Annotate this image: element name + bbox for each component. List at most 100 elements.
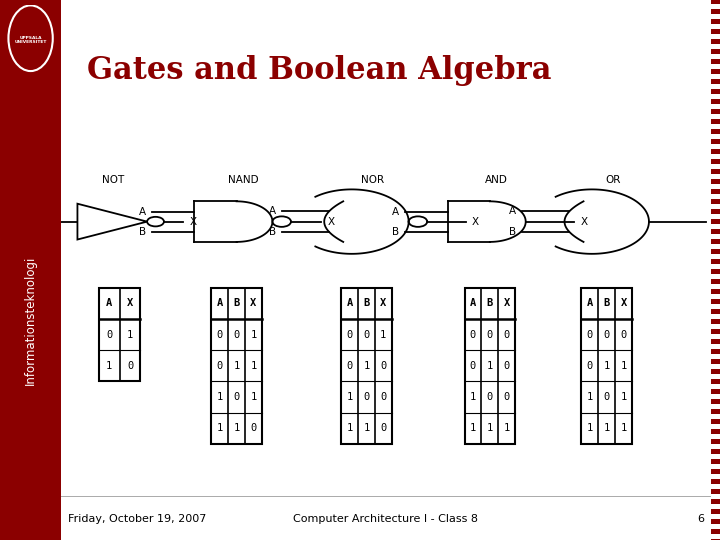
Text: 1: 1 (587, 423, 593, 433)
Text: 1: 1 (621, 423, 626, 433)
Text: 0: 0 (127, 361, 133, 371)
Bar (711, 325, 719, 329)
Text: 0: 0 (587, 329, 593, 340)
Bar (711, 114, 719, 119)
Text: B: B (509, 227, 516, 237)
Bar (711, 15, 719, 19)
Text: 1: 1 (364, 423, 369, 433)
Text: 0: 0 (217, 361, 222, 371)
Text: 0: 0 (364, 392, 369, 402)
Text: 0: 0 (380, 392, 387, 402)
Bar (711, 364, 719, 369)
Bar (711, 535, 719, 539)
Text: 0: 0 (233, 329, 240, 340)
Bar (711, 35, 719, 39)
Bar (711, 225, 719, 229)
Bar (711, 314, 719, 319)
Text: 1: 1 (380, 329, 387, 340)
Bar (711, 354, 719, 359)
Text: A: A (269, 206, 276, 217)
Bar (711, 154, 719, 159)
Bar (711, 254, 719, 259)
Text: A: A (346, 298, 353, 308)
Bar (711, 274, 719, 279)
Text: 1: 1 (603, 423, 610, 433)
Text: X: X (621, 298, 626, 308)
Bar (711, 384, 719, 389)
Text: 1: 1 (470, 392, 476, 402)
Bar (711, 94, 719, 99)
Bar (711, 495, 719, 499)
Text: 1: 1 (587, 392, 593, 402)
Text: X: X (580, 217, 588, 227)
Text: 1: 1 (503, 423, 510, 433)
Text: UPPSALA
UNIVERSITET: UPPSALA UNIVERSITET (14, 36, 47, 44)
Text: Computer Architecture I - Class 8: Computer Architecture I - Class 8 (294, 515, 478, 524)
Text: 1: 1 (621, 361, 626, 371)
Bar (711, 404, 719, 409)
Text: 0: 0 (346, 361, 353, 371)
Bar (711, 345, 719, 349)
Text: 1: 1 (364, 361, 369, 371)
Text: 0: 0 (603, 392, 610, 402)
Text: 0: 0 (380, 361, 387, 371)
Bar (711, 44, 719, 49)
Text: B: B (392, 227, 399, 237)
Text: 1: 1 (217, 423, 222, 433)
Text: X: X (251, 298, 256, 308)
Bar (711, 104, 719, 109)
Text: 0: 0 (487, 329, 493, 340)
Text: 0: 0 (503, 361, 510, 371)
Text: Gates and Boolean Algebra: Gates and Boolean Algebra (87, 55, 552, 86)
Text: 1: 1 (233, 423, 240, 433)
Text: 0: 0 (217, 329, 222, 340)
Text: A: A (106, 298, 112, 308)
Bar (711, 374, 719, 379)
Bar (711, 194, 719, 199)
Bar (582, 288, 632, 444)
Text: 1: 1 (487, 361, 493, 371)
Text: A: A (587, 298, 593, 308)
Text: A: A (470, 298, 476, 308)
Bar (711, 124, 719, 129)
Bar (711, 234, 719, 239)
Bar (711, 415, 719, 419)
Bar (711, 285, 719, 289)
Bar (711, 174, 719, 179)
Bar (711, 185, 719, 189)
Text: X: X (712, 217, 719, 227)
Text: 0: 0 (346, 329, 353, 340)
Text: X: X (189, 217, 197, 227)
Bar (711, 84, 719, 89)
Bar (711, 464, 719, 469)
Text: 0: 0 (233, 392, 240, 402)
Bar (711, 64, 719, 69)
Text: 0: 0 (380, 423, 387, 433)
Bar (711, 444, 719, 449)
Bar (464, 288, 515, 444)
Text: OR: OR (606, 174, 621, 185)
Text: B: B (487, 298, 493, 308)
Bar (711, 394, 719, 399)
Bar (711, 294, 719, 299)
Text: NOR: NOR (361, 174, 384, 185)
Text: 1: 1 (470, 423, 476, 433)
Text: 1: 1 (251, 329, 256, 340)
Text: 1: 1 (251, 392, 256, 402)
Bar (711, 475, 719, 479)
Text: NAND: NAND (228, 174, 258, 185)
Bar (711, 245, 719, 249)
Bar (711, 134, 719, 139)
Bar (711, 435, 719, 439)
Text: 0: 0 (503, 329, 510, 340)
Text: B: B (139, 227, 145, 237)
Text: 0: 0 (621, 329, 626, 340)
Text: Informationsteknologi: Informationsteknologi (24, 256, 37, 385)
Text: 0: 0 (364, 329, 369, 340)
Text: 1: 1 (346, 423, 353, 433)
Bar (711, 75, 719, 79)
Bar (341, 288, 392, 444)
Text: 1: 1 (621, 392, 626, 402)
Text: 1: 1 (603, 361, 610, 371)
Text: NOT: NOT (102, 174, 125, 185)
